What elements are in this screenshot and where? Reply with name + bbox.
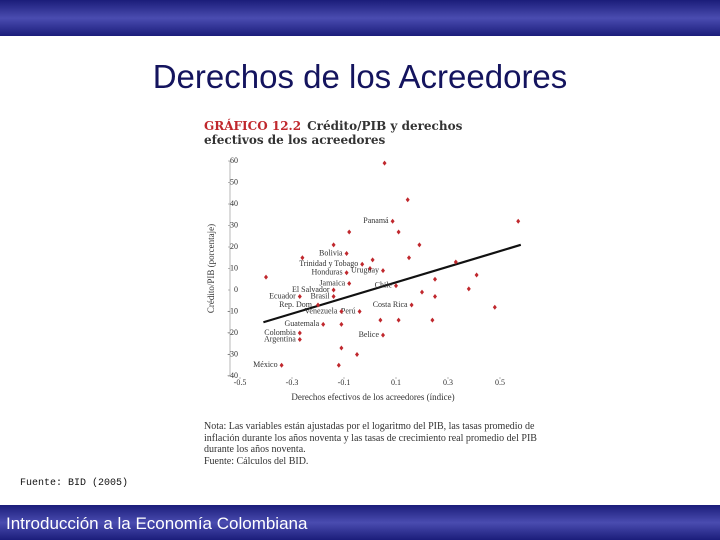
point-label: México [253, 360, 277, 369]
y-tick-label: -30 [227, 349, 238, 358]
point [300, 255, 305, 261]
point [357, 309, 362, 314]
point-label: El Salvador [292, 285, 330, 294]
point [316, 302, 320, 308]
point-label: Ecuador [269, 291, 296, 300]
point [336, 362, 341, 368]
y-tick-label: 60 [230, 156, 238, 165]
point [360, 261, 365, 267]
point-label: Belice [359, 330, 380, 339]
point-label: Argentina [264, 334, 296, 343]
point [344, 270, 349, 276]
point [297, 293, 302, 299]
y-tick-label: 30 [230, 220, 238, 229]
point [368, 266, 372, 271]
point [331, 293, 336, 299]
y-axis-label: Crédito/PIB (porcentaje) [206, 224, 216, 313]
point [370, 257, 375, 263]
point-label: Trinidad y Tobago [299, 259, 358, 268]
point [321, 321, 326, 327]
note-source: Fuente: Cálculos del BID. [204, 455, 309, 467]
point [279, 362, 284, 368]
point [394, 283, 398, 289]
x-tick-label: -0.3 [286, 378, 299, 387]
y-tick-label: -20 [227, 328, 238, 337]
x-axis-label: Derechos efectivos de los acreedores (ín… [291, 392, 454, 402]
y-tick-label: -40 [227, 371, 238, 380]
point [381, 268, 385, 274]
trend-line [263, 243, 522, 324]
point [466, 286, 471, 292]
figure-label: GRÁFICO 12.2 [204, 119, 302, 133]
point-label: Chile [375, 281, 393, 290]
x-tick-label: -0.5 [234, 378, 247, 387]
point [516, 218, 521, 224]
point [381, 332, 385, 338]
footer: Introducción a la Economía Colombiana [6, 514, 308, 533]
y-tick-label: 0 [234, 285, 238, 294]
point [264, 274, 268, 280]
header-bar [0, 0, 720, 36]
point [405, 197, 410, 203]
point [347, 281, 352, 287]
chart-title: Crédito/PIB y derechos efectivos de los … [204, 119, 463, 147]
point-label: Jamaica [319, 278, 345, 287]
y-tick-label: 10 [230, 263, 238, 272]
figure-heading: GRÁFICO 12.2 Crédito/PIB y derechos efect… [204, 119, 524, 147]
point [355, 352, 359, 357]
point [331, 287, 336, 293]
point [430, 317, 435, 323]
point-label: Brasil [310, 291, 330, 300]
point [378, 317, 383, 323]
point [297, 330, 302, 336]
point [390, 218, 395, 224]
point [453, 259, 458, 265]
x-tick-label: 0.5 [495, 378, 505, 387]
point-label: Costa Rica [373, 300, 408, 309]
point-label: Bolivia [319, 248, 343, 257]
note: Nota: Las variables están ajustadas por … [204, 421, 539, 467]
point [382, 160, 387, 166]
point [420, 289, 424, 295]
point-label: Uruguay [351, 265, 379, 274]
point [492, 304, 497, 310]
point [347, 229, 352, 235]
note-text: Nota: Las variables están ajustadas por … [204, 421, 537, 455]
x-tick-label: 0.1 [391, 378, 401, 387]
point-label: Rep. Dom. [279, 300, 314, 309]
point [396, 317, 401, 323]
point-label: Guatemala [285, 319, 320, 328]
point [339, 345, 344, 351]
point [339, 309, 344, 314]
point-label: Panamá [363, 216, 389, 225]
x-tick-label: 0.3 [443, 378, 453, 387]
point [409, 302, 414, 308]
point [339, 321, 344, 327]
y-tick-label: 50 [230, 177, 238, 186]
point [297, 336, 302, 342]
point [344, 250, 349, 256]
y-tick-label: -10 [227, 306, 238, 315]
point-label: Perú [341, 306, 356, 315]
point [396, 229, 401, 235]
y-tick-label: 40 [230, 199, 238, 208]
point [417, 242, 422, 248]
x-tick-label: -0.1 [338, 378, 351, 387]
source: Fuente: BID (2005) [20, 478, 129, 489]
point-label: Venezuela [305, 306, 338, 315]
point [433, 293, 437, 299]
point [331, 242, 336, 248]
point [407, 255, 411, 261]
point [433, 276, 437, 282]
point-label: Honduras [311, 268, 342, 277]
point [474, 272, 479, 278]
slide-title: Derechos de los Acreedores [152, 58, 568, 95]
footer-bar [0, 505, 720, 540]
y-tick-label: 20 [230, 242, 238, 251]
point-label: Colombia [264, 328, 296, 337]
